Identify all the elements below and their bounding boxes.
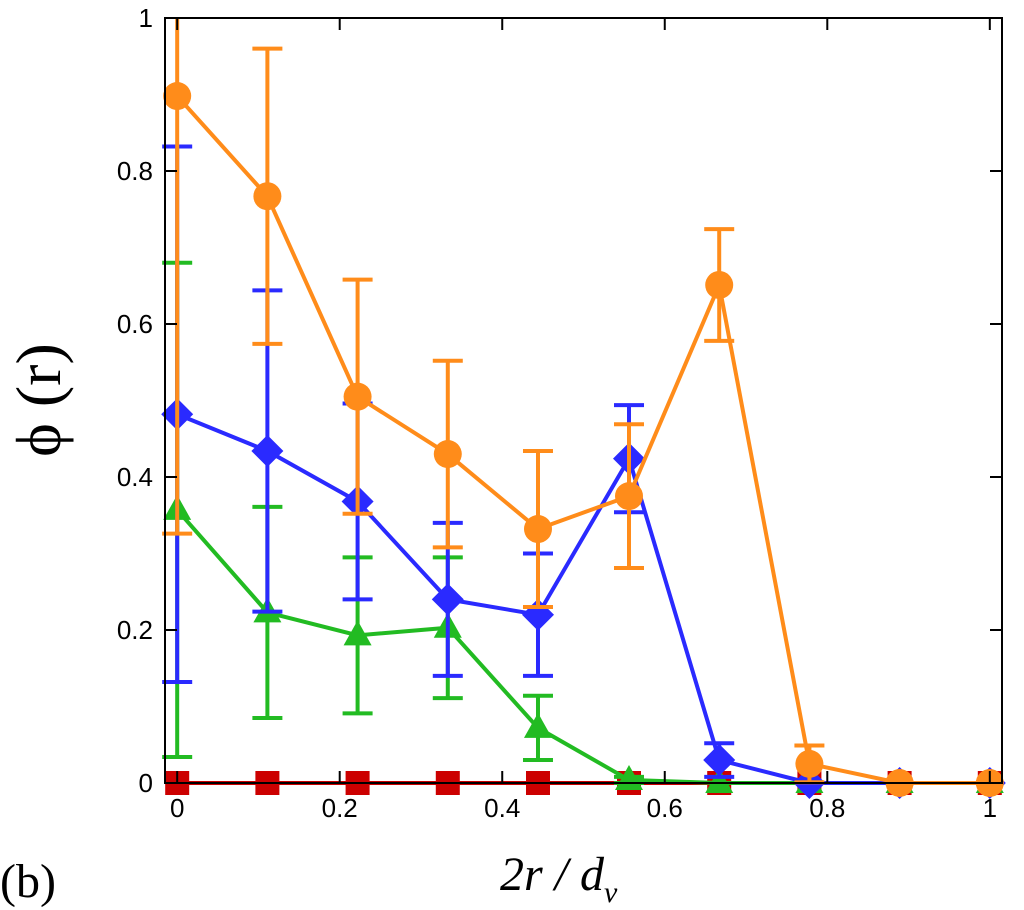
axes-layer: 0 0.2 0.4 0.6 0.8 1 0 0.2 0.4 0.6 0.8 1 (117, 3, 1003, 823)
x-axis-label-subscript: v (604, 876, 618, 909)
y-tick-label-0: 0 (139, 768, 153, 798)
x-tick-label-5: 1 (983, 793, 997, 823)
data-point-3-7 (795, 749, 824, 778)
x-tick-label-4: 0.8 (809, 793, 845, 823)
data-point-3-6 (705, 270, 734, 299)
series-line-1 (175, 508, 990, 785)
x-tick-label-2: 0.4 (484, 793, 520, 823)
y-tick-label-4: 0.8 (117, 156, 153, 186)
plot-frame (164, 17, 1003, 784)
data-point-1-6 (705, 768, 734, 793)
series-orange-circles (162, 18, 1004, 797)
data-point-3-0 (163, 82, 192, 111)
panel-label: (b) (0, 855, 56, 908)
y-tick-label-5: 1 (139, 3, 153, 33)
data-point-2-1 (251, 434, 284, 467)
x-axis-label-main: 2r / d (500, 848, 605, 901)
series-layer (161, 18, 1006, 799)
x-tick-label-1: 0.2 (322, 793, 358, 823)
x-tick-label-0: 0 (170, 793, 184, 823)
y-axis-label: ϕ (r) (3, 343, 74, 457)
data-point-2-3 (431, 583, 464, 616)
x-axis-label: 2r / dv (500, 848, 618, 909)
series-line-2 (176, 412, 990, 785)
y-tick-label-3: 0.6 (117, 309, 153, 339)
data-point-3-5 (615, 482, 644, 511)
series-line-3 (175, 94, 990, 785)
data-point-3-3 (433, 440, 462, 469)
data-point-1-2 (343, 620, 372, 646)
x-tick-label-3: 0.6 (647, 793, 683, 823)
data-point-3-1 (253, 182, 282, 211)
data-point-2-6 (703, 744, 736, 777)
data-point-3-4 (523, 515, 552, 544)
y-tick-label-2: 0.4 (117, 462, 153, 492)
data-point-3-2 (343, 382, 372, 411)
y-tick-label-1: 0.2 (117, 615, 153, 645)
series-green-triangles (162, 260, 1004, 793)
data-point-1-4 (523, 712, 552, 738)
